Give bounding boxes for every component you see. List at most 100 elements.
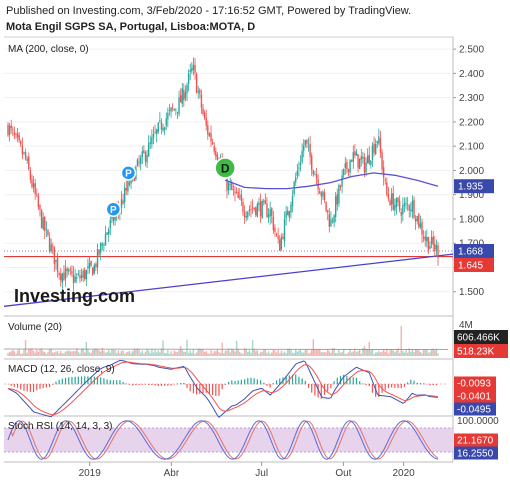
volume-bar [264, 349, 267, 356]
signal-marker-p[interactable]: P [120, 165, 137, 181]
volume-bar [152, 352, 155, 356]
candle-body [264, 200, 267, 205]
y-tick-label: 2.500 [459, 45, 484, 56]
volume-bar [437, 353, 439, 356]
volume-bar [96, 348, 99, 356]
macd-histogram-bar [416, 382, 418, 385]
signal-marker-d[interactable]: D [214, 157, 236, 179]
volume-bar [360, 353, 362, 356]
volume-bar [418, 350, 420, 356]
volume-bar [295, 349, 297, 356]
macd-tag-box [454, 389, 496, 403]
volume-bar [291, 352, 294, 356]
volume-bar [363, 346, 366, 356]
candle-body [71, 271, 73, 274]
macd-histogram-bar [259, 380, 262, 385]
candle-body [199, 89, 201, 94]
candle-body [23, 152, 25, 153]
macd-histogram-bar [362, 383, 364, 385]
volume-bar [186, 339, 188, 356]
candle-body [229, 184, 231, 186]
volume-bar [144, 351, 147, 356]
macd-histogram-bar [68, 377, 70, 385]
volume-bar [184, 351, 187, 356]
candle-body [255, 207, 257, 216]
candle-body [239, 196, 241, 198]
candle-body [336, 194, 338, 205]
volume-bar [138, 349, 140, 356]
marker-label: P [125, 168, 132, 179]
candle-body [141, 151, 143, 158]
volume-bar [191, 352, 193, 356]
volume-bar [24, 339, 27, 356]
volume-bar [354, 348, 356, 356]
candle-body [12, 129, 14, 131]
volume-bar [194, 353, 196, 356]
volume-bar [151, 348, 153, 356]
volume-bar [397, 347, 399, 356]
macd-histogram-bar [378, 384, 380, 398]
candle-body [434, 243, 436, 251]
volume-bar [216, 349, 219, 356]
candle-body [432, 236, 434, 245]
macd-histogram-bar [164, 384, 166, 386]
macd-histogram-bar [291, 374, 294, 385]
macd-histogram-bar [109, 380, 111, 385]
volume-bar [18, 348, 20, 356]
macd-histogram-bar [36, 384, 38, 391]
candle-body [234, 191, 236, 193]
candle-body [301, 150, 303, 163]
candle-body [352, 152, 354, 162]
candle-body [256, 204, 259, 217]
macd-histogram-bar [199, 384, 201, 394]
candle-body [168, 109, 171, 111]
volume-bar [406, 352, 409, 356]
macd-histogram-bar [279, 378, 281, 385]
volume-bar [122, 350, 124, 356]
macd-signal-line [7, 361, 439, 416]
x-tick-label: Out [335, 468, 351, 479]
candle-body [346, 161, 348, 170]
volume-bar [84, 352, 86, 356]
volume-bar [309, 352, 311, 356]
volume-bar [325, 352, 327, 356]
macd-histogram-bar [10, 384, 12, 386]
volume-bar [381, 351, 383, 356]
volume-bar [135, 348, 137, 356]
candle-body [96, 249, 99, 268]
volume-bar [303, 352, 305, 356]
macd-histogram-bar [333, 381, 335, 385]
candle-body [266, 203, 268, 217]
candle-body [279, 239, 281, 251]
macd-histogram-bar [359, 381, 361, 385]
volume-bar [80, 349, 83, 356]
signal-marker-p[interactable]: P [105, 201, 122, 218]
macd-histogram-bar [352, 377, 354, 385]
volume-bar [50, 348, 52, 356]
candle-body [287, 210, 289, 216]
volume-bar [149, 353, 151, 356]
signal-markers[interactable]: P P D [105, 157, 236, 218]
volume-bar [327, 349, 329, 356]
candle-body [138, 161, 140, 163]
macd-histogram-bar [167, 384, 169, 386]
stoch-tag-box [454, 446, 498, 460]
volume-bar [283, 351, 286, 356]
volume-bar [211, 353, 214, 356]
volume-bar [290, 349, 292, 356]
volume-bar [371, 349, 374, 356]
volume-bar [26, 352, 28, 356]
macd-histogram-bar [327, 384, 329, 392]
volume-bar [143, 353, 145, 356]
macd-histogram-bar [243, 379, 246, 385]
volume-bar [21, 353, 24, 356]
volume-bar [71, 351, 73, 356]
candle-body [63, 272, 65, 281]
macd-histogram-bar [237, 380, 239, 385]
candle-body [426, 237, 428, 242]
macd-histogram-bar [32, 384, 35, 393]
macd-histogram-bar [29, 384, 31, 392]
x-tick-label: Jul [255, 468, 268, 479]
macd-histogram-bar [205, 384, 207, 393]
